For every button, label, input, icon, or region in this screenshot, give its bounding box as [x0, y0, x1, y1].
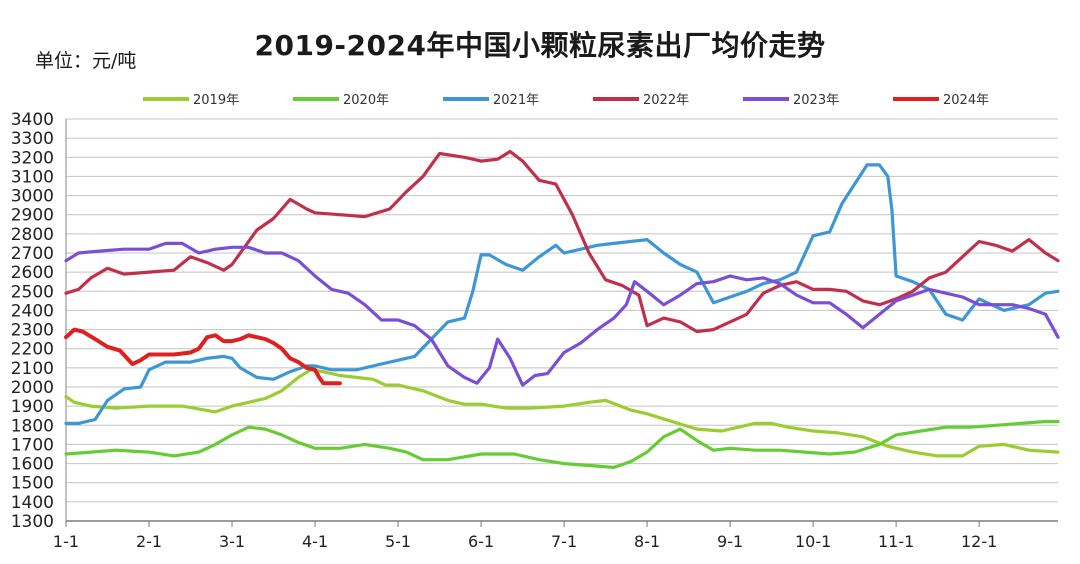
grid-lines: [66, 118, 1058, 522]
y-tick-label: 3100: [11, 167, 54, 187]
series-line-4: [64, 149, 1060, 334]
x-tick-label: 7-1: [551, 532, 577, 551]
y-tick-label: 2000: [11, 378, 54, 398]
y-tick-label: 1400: [11, 493, 54, 513]
y-tick-label: 2200: [11, 340, 54, 360]
y-tick-label: 1300: [11, 512, 54, 532]
series-lines: [64, 149, 1060, 469]
x-tick-label: 11-1: [878, 532, 914, 551]
y-tick-label: 2300: [11, 321, 54, 341]
x-tick-labels: 1-1 2-1 3-1 4-1 5-1 6-1 7-1 8-1 9-1 10-1 11-1 12-1: [53, 532, 997, 551]
legend: 2019年 2020年 2021年 2022年 2023年 2024年: [143, 93, 989, 108]
y-tick-label: 2100: [11, 359, 54, 379]
y-tick-label: 2900: [11, 206, 54, 226]
x-tick-label: 9-1: [717, 532, 743, 551]
y-tick-label: 2400: [11, 301, 54, 321]
y-tick-labels: 1300140015001600170018001900200021002200…: [11, 110, 54, 532]
series-line-1: [64, 368, 1060, 458]
y-tick-label: 2700: [11, 244, 54, 264]
legend-item: 2023年: [743, 93, 839, 108]
legend-item: 2024年: [893, 93, 989, 108]
axes: [65, 119, 1058, 527]
y-tick-label: 3300: [11, 129, 54, 149]
x-tick-label: 5-1: [385, 532, 411, 551]
legend-item: 2019年: [143, 93, 239, 108]
series-line-3: [64, 163, 1060, 425]
y-tick-label: 2600: [11, 263, 54, 283]
unit-label: 单位：元/吨: [35, 50, 137, 72]
y-tick-label: 3400: [11, 110, 54, 130]
x-tick-label: 3-1: [219, 532, 245, 551]
x-tick-label: 12-1: [961, 532, 997, 551]
legend-label: 2024年: [943, 93, 989, 108]
series-line-5: [64, 241, 1060, 387]
x-tick-label: 8-1: [634, 532, 660, 551]
y-tick-label: 3000: [11, 187, 54, 207]
series-line-2: [64, 419, 1060, 469]
y-tick-label: 1900: [11, 397, 54, 417]
x-tick-label: 6-1: [468, 532, 494, 551]
legend-item: 2020年: [293, 93, 389, 108]
x-tick-label: 4-1: [302, 532, 328, 551]
legend-label: 2023年: [793, 93, 839, 108]
legend-label: 2021年: [493, 93, 539, 108]
legend-label: 2022年: [643, 93, 689, 108]
series-line-6: [64, 327, 342, 386]
x-tick-label: 10-1: [795, 532, 831, 551]
x-tick-label: 2-1: [136, 532, 162, 551]
legend-label: 2019年: [193, 93, 239, 108]
y-tick-label: 1700: [11, 435, 54, 455]
y-tick-label: 2500: [11, 282, 54, 302]
legend-item: 2021年: [443, 93, 539, 108]
legend-label: 2020年: [343, 93, 389, 108]
y-tick-label: 1800: [11, 416, 54, 436]
y-tick-label: 3200: [11, 148, 54, 168]
y-tick-label: 1500: [11, 474, 54, 494]
y-tick-label: 2800: [11, 225, 54, 245]
chart-title: 2019-2024年中国小颗粒尿素出厂均价走势: [254, 29, 826, 62]
legend-item: 2022年: [593, 93, 689, 108]
x-tick-label: 1-1: [53, 532, 79, 551]
y-tick-label: 1600: [11, 455, 54, 475]
